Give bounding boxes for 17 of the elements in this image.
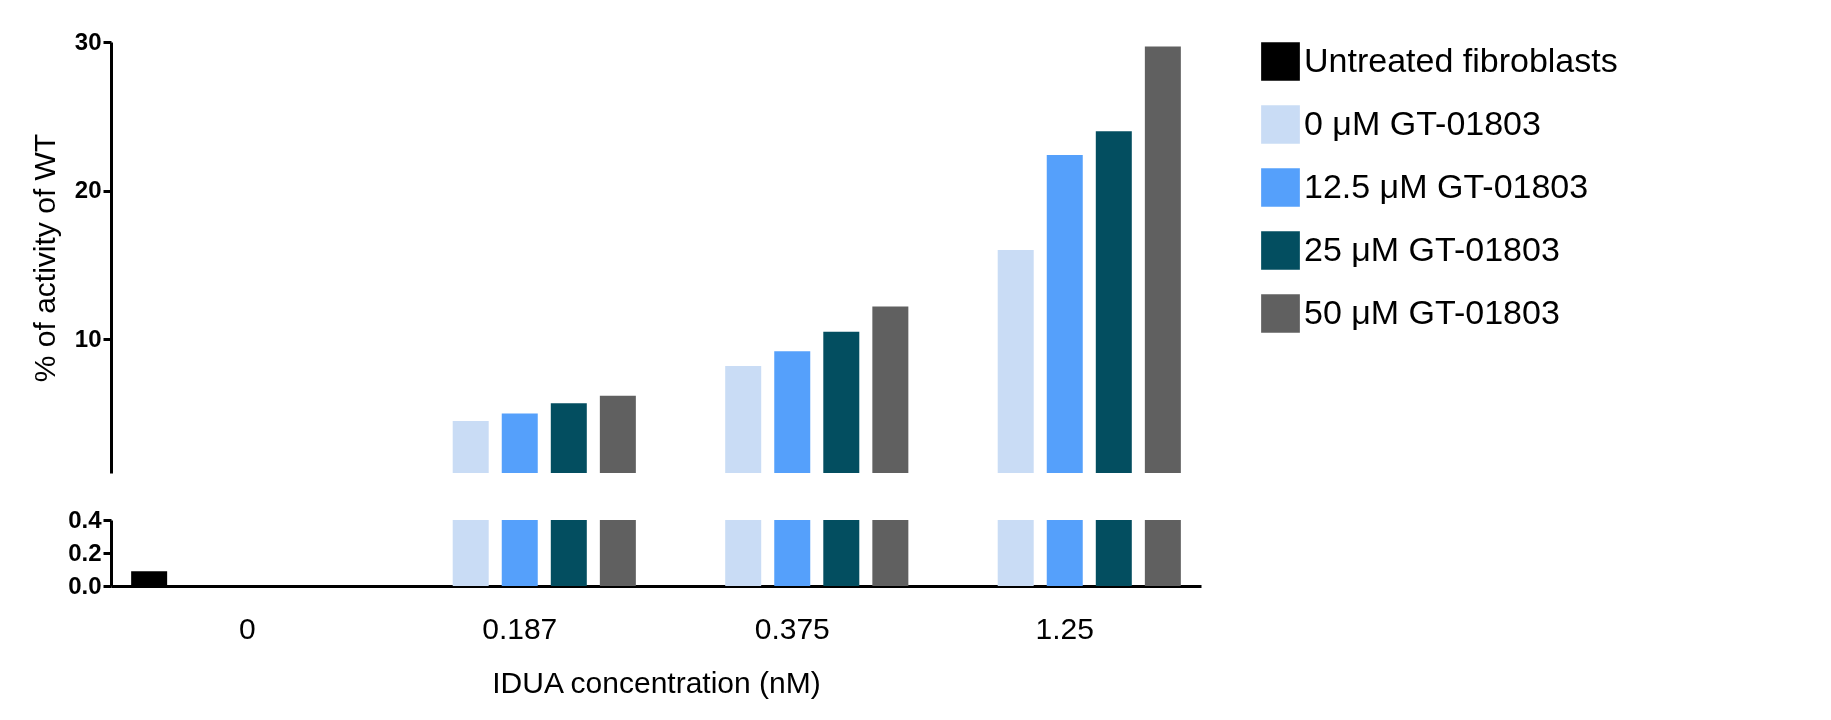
y-tick-label: 20 [74, 176, 102, 204]
legend-label: 12.5 μM GT-01803 [1304, 166, 1589, 205]
y-tick-label: 0.4 [68, 505, 103, 533]
y-tick-label: 10 [74, 324, 102, 352]
x-tick-label: 1.25 [1035, 611, 1094, 645]
x-tick-label: 0 [238, 611, 256, 645]
legend-label: Untreated fibroblasts [1304, 40, 1618, 79]
y-tick-label: 30 [74, 27, 102, 55]
x-tick-label: 0.375 [754, 611, 830, 645]
y-tick-label: 0.2 [68, 538, 102, 566]
y-axis-title: % of activity of WT [27, 133, 61, 383]
y-tick-label: 0.0 [68, 571, 102, 599]
x-tick-label: 0.187 [482, 611, 558, 645]
legend-label: 0 μM GT-01803 [1304, 103, 1541, 142]
legend-label: 25 μM GT-01803 [1304, 229, 1560, 268]
x-axis-title: IDUA concentration (nM) [492, 665, 821, 699]
legend-label: 50 μM GT-01803 [1304, 292, 1560, 331]
